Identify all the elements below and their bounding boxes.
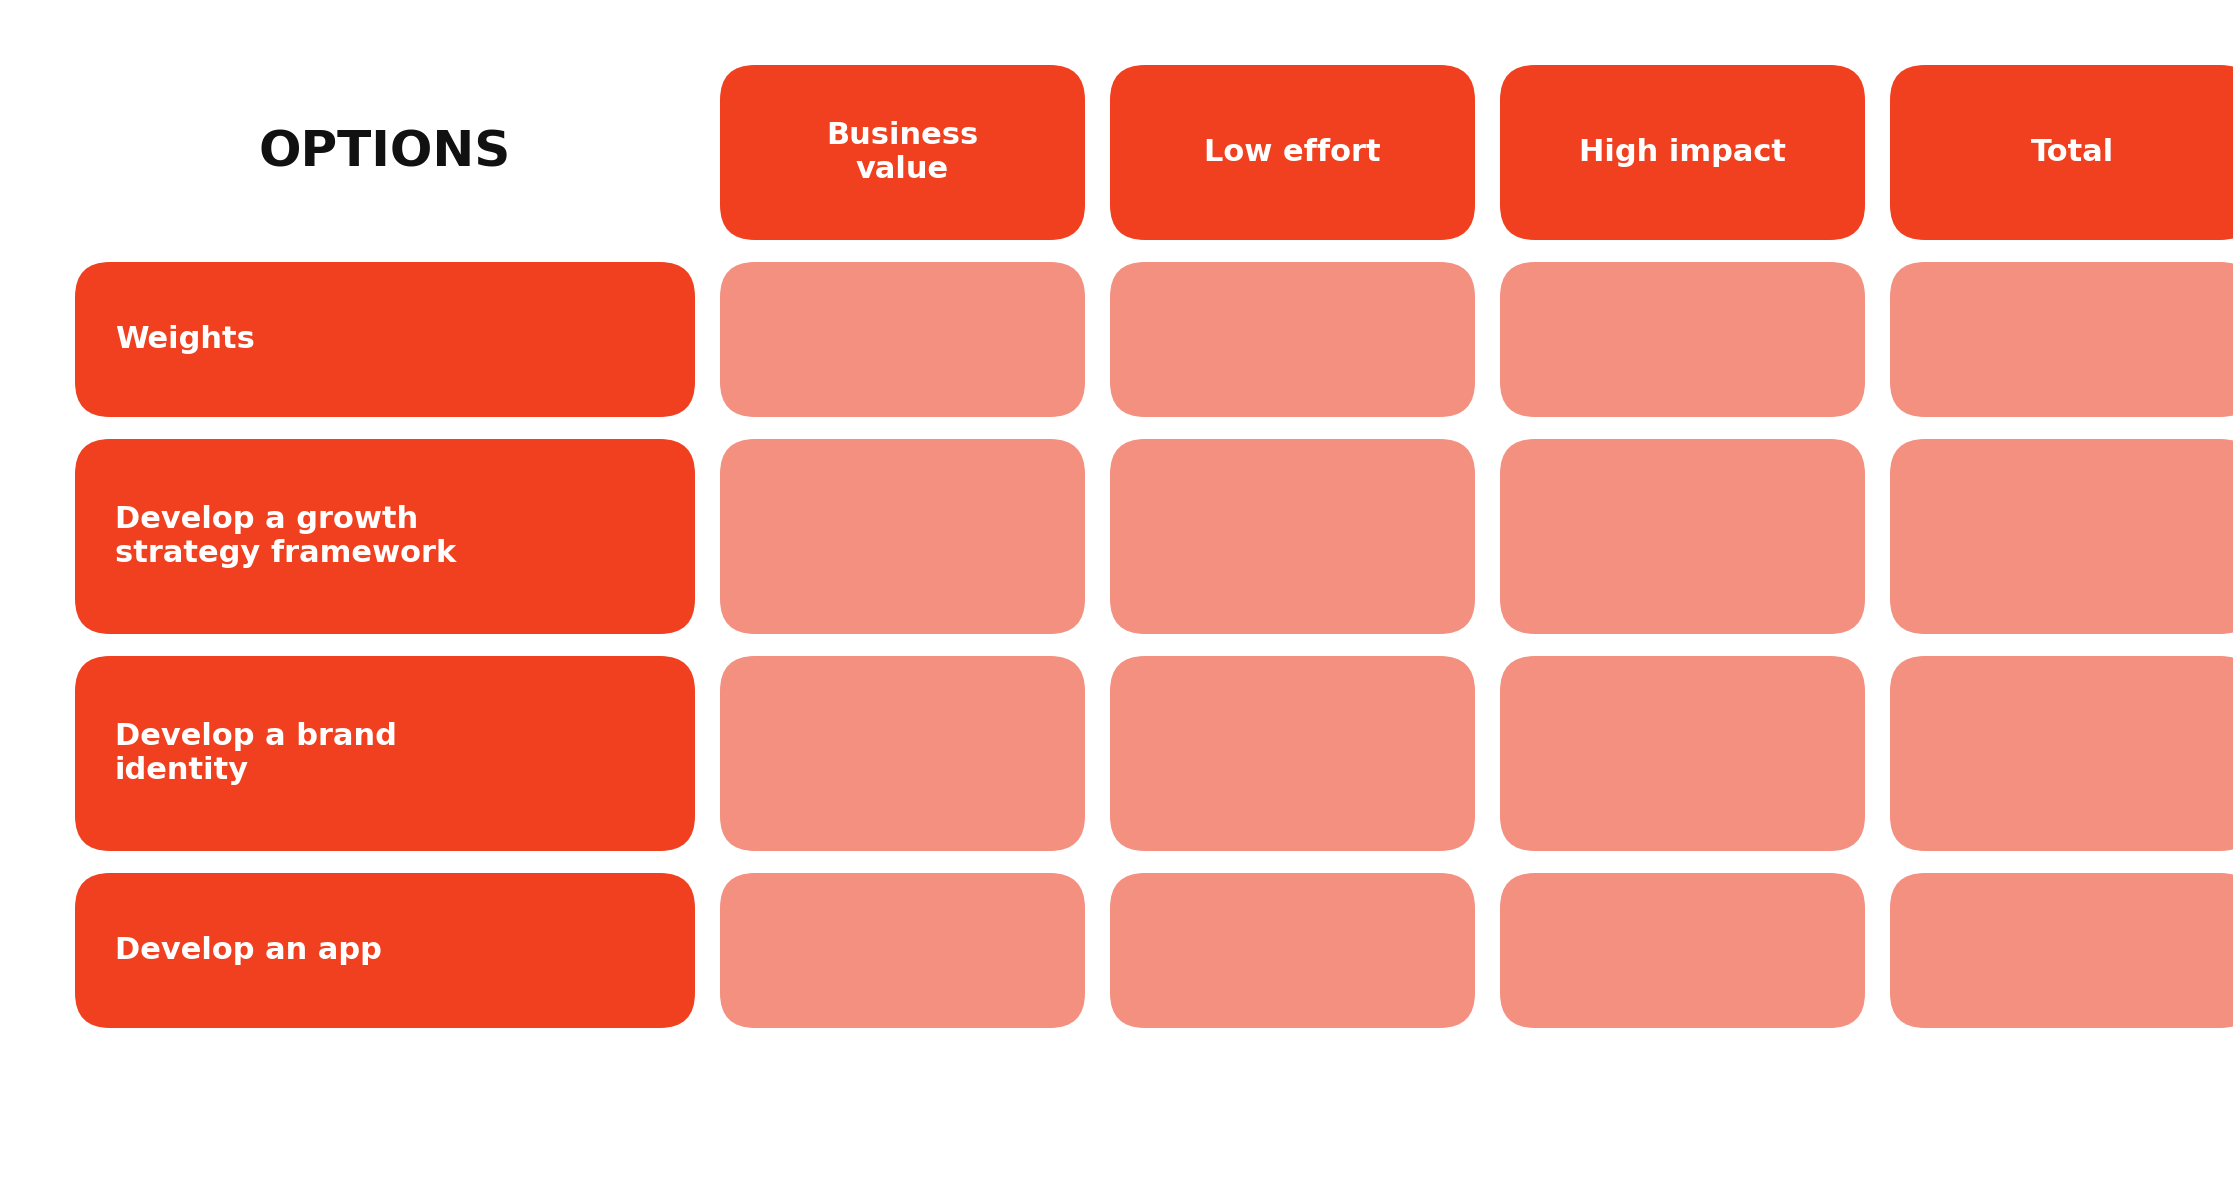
FancyBboxPatch shape bbox=[1110, 873, 1476, 1027]
FancyBboxPatch shape bbox=[76, 262, 694, 417]
FancyBboxPatch shape bbox=[1889, 439, 2233, 634]
FancyBboxPatch shape bbox=[1501, 873, 1865, 1027]
FancyBboxPatch shape bbox=[1889, 65, 2233, 240]
FancyBboxPatch shape bbox=[76, 439, 694, 634]
Text: Develop a brand
identity: Develop a brand identity bbox=[116, 723, 397, 785]
Text: Weights: Weights bbox=[116, 325, 255, 354]
Text: Develop a growth
strategy framework: Develop a growth strategy framework bbox=[116, 505, 456, 568]
Text: OPTIONS: OPTIONS bbox=[259, 129, 511, 176]
FancyBboxPatch shape bbox=[719, 439, 1085, 634]
Text: High impact: High impact bbox=[1579, 138, 1786, 167]
FancyBboxPatch shape bbox=[1110, 439, 1476, 634]
FancyBboxPatch shape bbox=[719, 655, 1085, 852]
FancyBboxPatch shape bbox=[1501, 655, 1865, 852]
Text: Develop an app: Develop an app bbox=[116, 937, 382, 965]
Text: Total: Total bbox=[2030, 138, 2115, 167]
FancyBboxPatch shape bbox=[1501, 262, 1865, 417]
FancyBboxPatch shape bbox=[719, 262, 1085, 417]
FancyBboxPatch shape bbox=[1110, 262, 1476, 417]
FancyBboxPatch shape bbox=[1889, 655, 2233, 852]
FancyBboxPatch shape bbox=[1889, 262, 2233, 417]
FancyBboxPatch shape bbox=[1501, 439, 1865, 634]
FancyBboxPatch shape bbox=[76, 873, 694, 1027]
FancyBboxPatch shape bbox=[1110, 655, 1476, 852]
FancyBboxPatch shape bbox=[719, 65, 1085, 240]
Text: Business
value: Business value bbox=[826, 122, 978, 184]
FancyBboxPatch shape bbox=[719, 873, 1085, 1027]
FancyBboxPatch shape bbox=[1501, 65, 1865, 240]
FancyBboxPatch shape bbox=[1889, 873, 2233, 1027]
FancyBboxPatch shape bbox=[76, 655, 694, 852]
FancyBboxPatch shape bbox=[1110, 65, 1476, 240]
Text: Low effort: Low effort bbox=[1204, 138, 1380, 167]
